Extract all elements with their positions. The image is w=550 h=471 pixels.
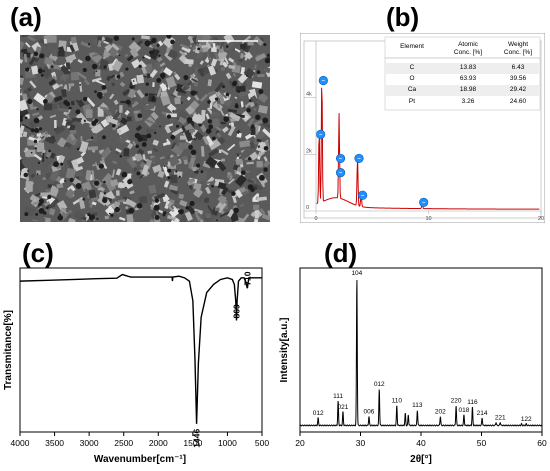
xrd-x-tick-label: 60 [537, 438, 547, 448]
xrd-peak-label: 012 [313, 410, 324, 417]
table-cell-weight: 24.60 [510, 98, 527, 105]
eds-x-tick-label: 10 [425, 216, 431, 222]
ftir-x-tick-label: 3500 [45, 438, 64, 448]
xrd-peak-label: 113 [412, 402, 423, 409]
ftir-x-tick-label: 1000 [218, 438, 237, 448]
ftir-x-tick-label: 2000 [149, 438, 168, 448]
table-header-weight: Weight [508, 41, 528, 48]
ftir-x-tick-label: 2500 [114, 438, 133, 448]
eds-panel: 0 2k 4k 0 10 20 Element Atomic Conc. [%] Weig… [300, 33, 545, 223]
table-cell-atomic: 3.26 [462, 98, 475, 105]
table-header-atomic-unit: Conc. [%] [454, 49, 482, 56]
eds-composition-table: Element Atomic Conc. [%] Weight Conc. [%… [385, 37, 540, 110]
table-cell-weight: 6.43 [512, 64, 525, 71]
xrd-peak-label: 122 [521, 416, 532, 423]
eds-y-tick-label: 0 [306, 205, 309, 211]
table-cell-atomic: 63.93 [460, 75, 477, 82]
table-header-weight-unit: Conc. [%] [504, 49, 532, 56]
xrd-peak-label: 202 [435, 408, 446, 415]
ftir-peak-annotation: 710 [242, 271, 252, 285]
xrd-peak-label: 012 [374, 381, 385, 388]
xrd-peak-label: 221 [495, 414, 506, 421]
panel-label-d: (d) [324, 240, 357, 266]
ftir-spectrum-line [20, 275, 262, 424]
sem-micrograph-image [20, 35, 270, 222]
table-cell-weight: 39.56 [510, 75, 527, 82]
sem-micrograph [20, 35, 270, 222]
xrd-x-axis-label: 2θ[°] [410, 454, 432, 465]
xrd-y-axis-label: Intensity[a.u.] [279, 317, 290, 382]
xrd-x-tick-label: 50 [477, 438, 487, 448]
panel-label-a: (a) [10, 4, 42, 30]
ftir-x-tick-label: 3000 [80, 438, 99, 448]
xrd-panel: 20 30 40 50 60 012 111 021 104 006 012 110 113 202 22… [275, 240, 550, 466]
eds-x-tick-label: 20 [538, 216, 544, 222]
ftir-axes-frame [20, 268, 262, 432]
eds-y-tick-label: 2k [306, 148, 312, 154]
eds-y-tick-label: 4k [306, 92, 312, 98]
table-cell-element: C [410, 64, 415, 71]
xrd-peak-label: 111 [333, 393, 343, 400]
xrd-peak-label: 116 [467, 399, 478, 406]
xrd-chart: 20 30 40 50 60 012 111 021 104 006 012 110 113 202 22… [275, 240, 550, 466]
xrd-peak-label: 021 [338, 404, 349, 411]
table-cell-atomic: 13.83 [460, 64, 477, 71]
table-cell-atomic: 18.98 [460, 86, 477, 93]
table-cell-weight: 29.42 [510, 86, 527, 93]
xrd-peak-label: 220 [451, 398, 462, 405]
xrd-x-tick-label: 20 [295, 438, 305, 448]
ftir-x-tick-label: 500 [255, 438, 269, 448]
xrd-peak-label: 214 [477, 410, 488, 417]
ftir-y-axis-label: Transmitance[%] [3, 310, 14, 390]
xrd-peak-label: 018 [459, 407, 470, 414]
eds-spectrum-chart: 0 2k 4k 0 10 20 Element Atomic Conc. [%] Weig… [300, 33, 545, 223]
ftir-peak-annotation: 869 [231, 304, 241, 318]
eds-x-tick-label: 0 [314, 216, 317, 222]
table-cell-element: Ca [408, 86, 417, 93]
ftir-x-axis-label: Wavenumber[cm⁻¹] [94, 454, 186, 465]
table-cell-element: O [409, 75, 414, 82]
xrd-peak-label: 006 [364, 408, 375, 415]
table-header-atomic: Atomic [458, 41, 479, 48]
panel-label-b: (b) [386, 4, 419, 30]
table-header-element: Element [400, 43, 424, 50]
xrd-x-tick-label: 30 [356, 438, 366, 448]
table-cell-element: Pt [409, 98, 415, 105]
xrd-x-tick-label: 40 [416, 438, 426, 448]
ftir-x-tick-label: 4000 [11, 438, 30, 448]
ftir-peak-annotation: 1446 [192, 429, 202, 448]
panel-label-c: (c) [22, 240, 54, 266]
xrd-peak-label: 110 [392, 398, 403, 405]
xrd-peak-label: 104 [351, 270, 362, 277]
